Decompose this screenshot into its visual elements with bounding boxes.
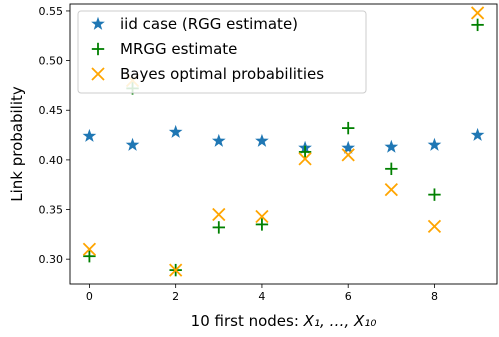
data-marks <box>82 6 485 277</box>
x-axis-title-prefix: 10 first nodes: <box>191 312 304 330</box>
data-point-plus <box>83 249 96 263</box>
legend-label: Bayes optimal probabilities <box>120 65 324 83</box>
data-point-plus <box>385 162 398 176</box>
data-point-cross <box>470 6 485 20</box>
data-point-cross <box>169 263 183 277</box>
x-tick-label: 6 <box>345 290 352 303</box>
x-tick-label: 2 <box>172 290 179 303</box>
data-point-star <box>255 133 269 147</box>
data-point-star <box>125 137 140 151</box>
data-point-cross <box>255 209 269 224</box>
data-point-star <box>168 124 183 138</box>
y-tick-label: 0.45 <box>39 104 64 117</box>
y-tick-label: 0.55 <box>39 5 64 18</box>
axes-frame <box>69 3 498 285</box>
data-point-plus <box>298 145 312 159</box>
data-point-star <box>384 139 399 153</box>
data-point-plus <box>471 18 484 32</box>
legend-marker <box>91 42 105 56</box>
y-tick-label: 0.30 <box>39 253 64 266</box>
y-axis-title: Link probability <box>8 86 26 202</box>
legend-box <box>77 10 367 94</box>
y-tick-label: 0.35 <box>39 204 64 217</box>
data-point-cross <box>427 219 442 234</box>
y-tick-label: 0.50 <box>39 55 64 68</box>
data-point-cross <box>298 152 312 166</box>
data-point-star <box>211 133 226 147</box>
data-point-cross <box>212 207 226 222</box>
legend-marker <box>91 16 105 30</box>
x-axis-title-math: X₁, …, X₁₀ <box>303 312 377 330</box>
data-point-plus <box>255 218 269 231</box>
data-point-star <box>427 137 442 151</box>
x-axis-ticks: 0 2 4 6 8 <box>86 284 438 303</box>
legend: iid case (RGG estimate) MRGG estimate Baye… <box>77 10 367 94</box>
x-tick-label: 0 <box>86 290 93 303</box>
data-point-cross <box>384 183 398 197</box>
x-tick-label: 4 <box>258 290 265 303</box>
data-point-cross <box>82 242 97 256</box>
data-point-star <box>341 140 356 154</box>
legend-label: iid case (RGG estimate) <box>120 15 298 33</box>
data-point-plus <box>212 221 226 234</box>
x-tick-label: 8 <box>431 290 438 303</box>
y-axis-ticks: 0.30 0.35 0.40 0.45 0.50 0.55 <box>39 5 70 266</box>
data-point-star <box>82 128 97 142</box>
data-point-cross <box>341 148 355 162</box>
data-point-star <box>470 127 485 141</box>
legend-label: MRGG estimate <box>120 40 237 58</box>
legend-marker <box>91 67 105 81</box>
y-tick-label: 0.40 <box>39 154 64 167</box>
data-point-plus <box>341 121 355 135</box>
x-axis-title: 10 first nodes: X₁, …, X₁₀ <box>191 312 377 330</box>
data-point-plus <box>428 188 441 201</box>
